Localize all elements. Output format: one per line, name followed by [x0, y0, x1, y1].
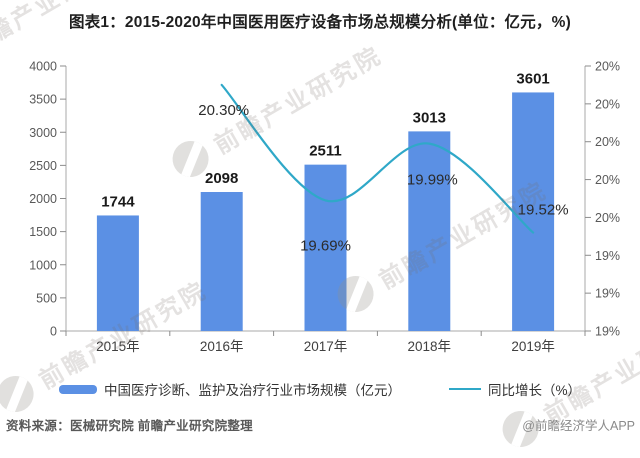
x-axis-category-label: 2018年 — [408, 339, 452, 354]
growth-rate-line — [220, 83, 535, 234]
line-series-swatch — [448, 388, 481, 390]
bar-value-label: 3013 — [413, 109, 446, 126]
left-axis-tick-label: 3000 — [29, 126, 57, 140]
right-axis-tick-label: 19% — [595, 325, 620, 339]
right-axis-tick-label: 20% — [595, 211, 620, 225]
chart-footer: 资料来源：医械研究院 前瞻产业研究院整理 @前瞻经济学人APP — [6, 415, 635, 434]
right-axis-tick-label: 19% — [595, 249, 620, 263]
left-axis-tick-label: 3500 — [29, 93, 57, 107]
legend-label-growth-rate: 同比增长（%） — [487, 383, 581, 398]
left-axis-tick-label: 0 — [50, 325, 57, 339]
line-point-label: 19.99% — [407, 172, 458, 189]
left-axis-tick-label: 4000 — [29, 60, 57, 74]
legend-label-market-size: 中国医疗诊断、监护及治疗行业市场规模（亿元） — [103, 383, 401, 398]
bar-2016年 — [200, 192, 243, 331]
left-axis-tick-label: 1000 — [29, 258, 57, 272]
bar-value-label: 2511 — [309, 143, 342, 160]
bar-2015年 — [96, 215, 139, 331]
left-axis-tick-label: 500 — [36, 291, 57, 305]
line-point-label: 20.30% — [198, 102, 249, 119]
bar-2019年 — [512, 92, 555, 331]
right-axis-tick-label: 20% — [595, 60, 620, 74]
bar-value-label: 2098 — [205, 170, 238, 187]
left-axis-tick-label: 2500 — [29, 159, 57, 173]
x-axis-category-label: 2015年 — [96, 339, 140, 354]
line-point-label: 19.52% — [518, 202, 569, 219]
x-axis-category-label: 2016年 — [200, 339, 244, 354]
x-axis-category-label: 2017年 — [304, 339, 348, 354]
bar-2018年 — [408, 131, 451, 331]
left-axis-tick-label: 1500 — [29, 225, 57, 239]
credit-note: @前瞻经济学人APP — [522, 419, 635, 433]
line-point-label: 19.69% — [300, 237, 351, 254]
chart-legend: 中国医疗诊断、监护及治疗行业市场规模（亿元） 同比增长（%） — [0, 379, 640, 399]
bar-value-label: 3601 — [516, 70, 549, 87]
right-axis-tick-label: 20% — [595, 135, 620, 149]
right-axis-tick-label: 19% — [595, 287, 620, 301]
legend-item-growth-rate: 同比增长（%） — [448, 379, 581, 399]
bar-value-label: 1744 — [101, 193, 135, 210]
right-axis-tick-label: 20% — [595, 173, 620, 187]
left-axis-tick-label: 2000 — [29, 192, 57, 206]
chart-title: 图表1：2015-2020年中国医用医疗设备市场总规模分析(单位：亿元，%) — [69, 14, 571, 31]
x-axis-category-label: 2019年 — [511, 339, 555, 354]
legend-item-market-size: 中国医疗诊断、监护及治疗行业市场规模（亿元） — [58, 379, 401, 399]
right-axis-tick-label: 20% — [595, 97, 620, 111]
bar-series-swatch — [58, 384, 97, 394]
source-note: 资料来源：医械研究院 前瞻产业研究院整理 — [6, 419, 253, 433]
